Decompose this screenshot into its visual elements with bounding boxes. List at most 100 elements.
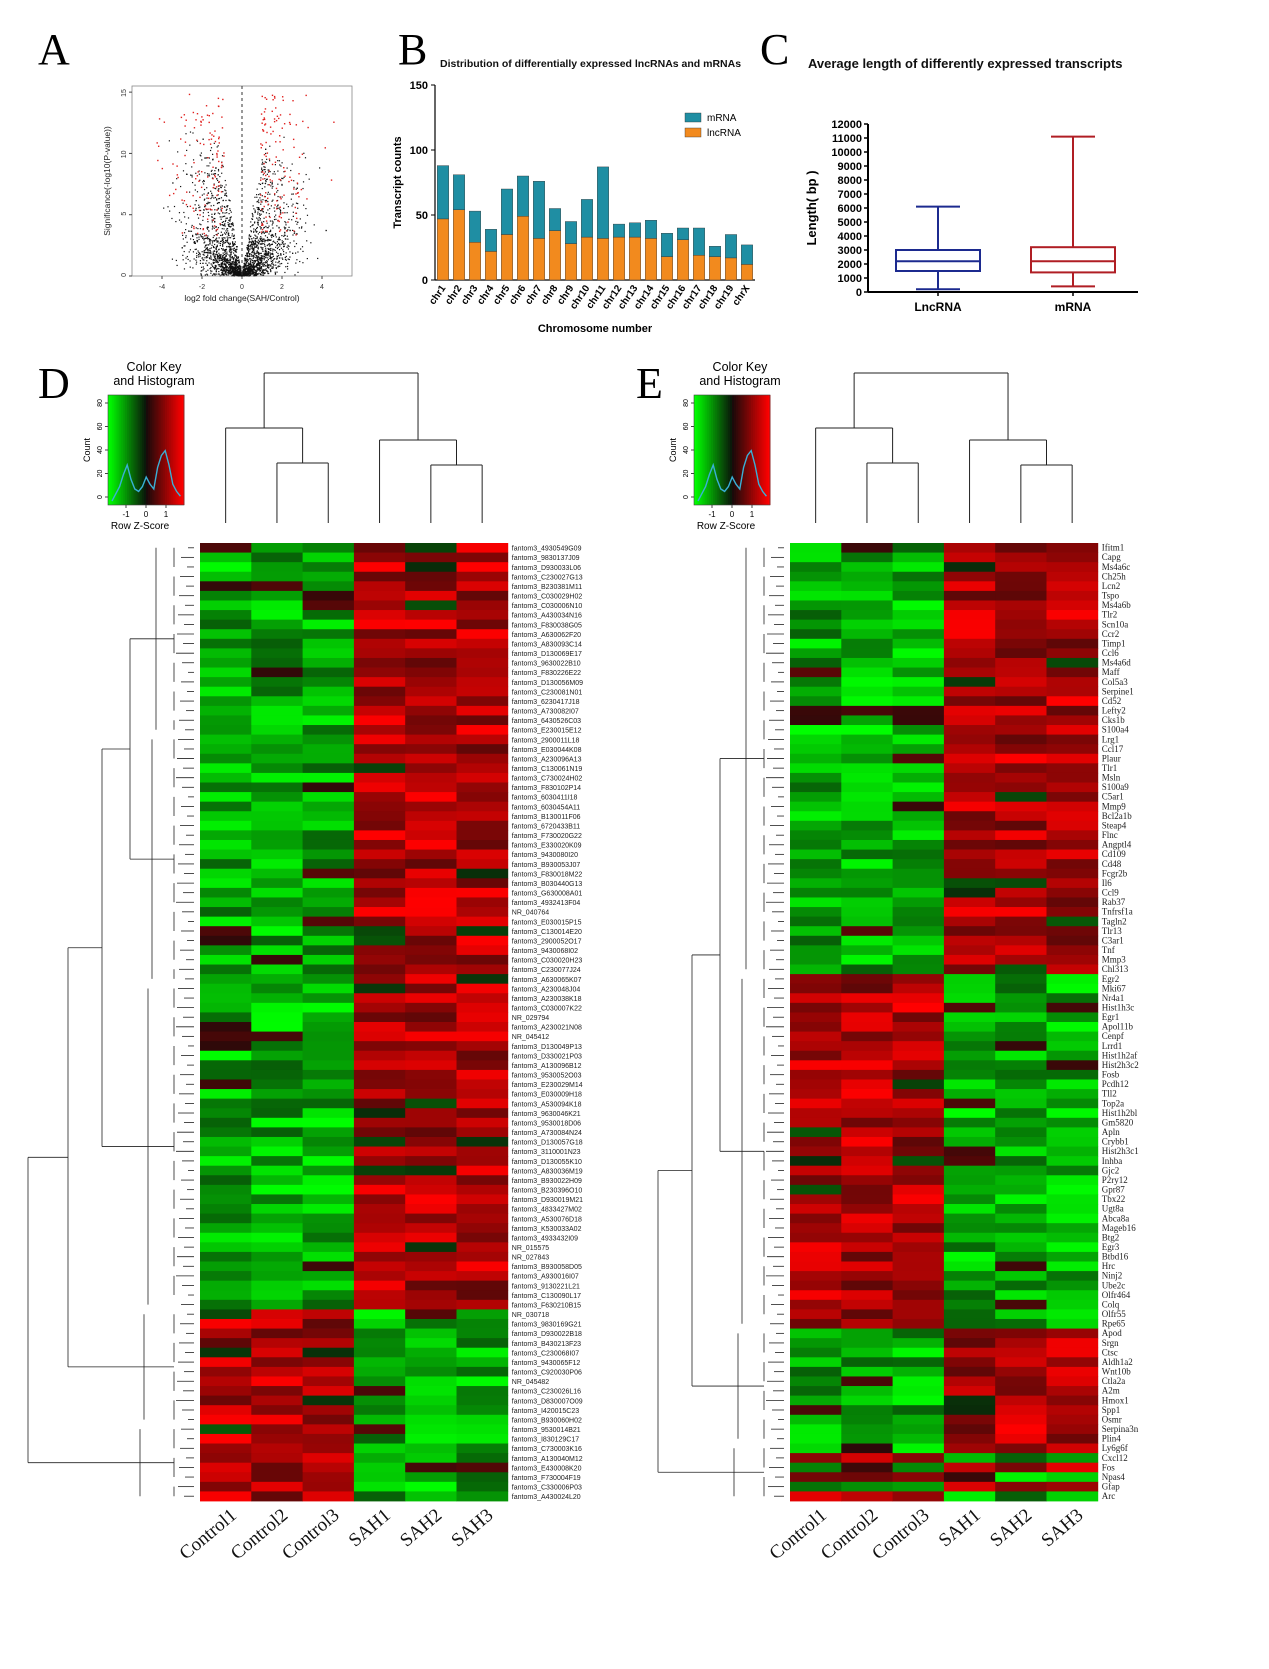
data-point — [260, 254, 262, 257]
heatmap-cell — [200, 1165, 252, 1176]
heatmap-cell — [841, 1395, 893, 1406]
data-point — [287, 262, 289, 264]
key-y-tick-label: 60 — [683, 423, 690, 431]
data-point — [215, 258, 217, 260]
data-point — [189, 249, 192, 251]
data-point — [182, 238, 184, 240]
significant-point — [202, 228, 204, 231]
data-point — [310, 242, 312, 244]
data-point — [182, 170, 185, 172]
data-point — [207, 238, 209, 240]
data-point — [265, 251, 268, 253]
data-point — [207, 252, 209, 254]
color-key-band — [722, 395, 725, 505]
data-point — [257, 269, 259, 271]
row-label: fantom3_9130221L21 — [512, 1283, 580, 1290]
data-point — [270, 257, 272, 259]
row-label: Steap4 — [1102, 820, 1127, 830]
row-label: Ninj2 — [1102, 1271, 1123, 1281]
data-point — [283, 176, 285, 178]
significant-point — [274, 204, 276, 206]
heatmap-cell — [456, 1318, 509, 1329]
significant-point — [221, 127, 224, 129]
data-point — [221, 258, 223, 260]
data-point — [275, 267, 277, 269]
data-point — [205, 262, 207, 264]
heatmap-cell — [353, 1366, 406, 1377]
heatmap-cell — [995, 1031, 1047, 1042]
data-point — [249, 235, 252, 238]
heatmap-cell — [200, 897, 252, 908]
heatmap-cell — [302, 1290, 355, 1301]
heatmap-cell — [405, 1223, 457, 1234]
key-x-tick-label: 1 — [750, 510, 755, 519]
data-point — [299, 248, 302, 250]
data-point — [245, 259, 248, 261]
data-point — [200, 274, 203, 276]
data-point — [269, 160, 271, 162]
heatmap-cell — [251, 1280, 303, 1291]
data-point — [214, 196, 217, 199]
data-point — [220, 208, 222, 210]
row-label: Rab37 — [1102, 897, 1126, 907]
data-point — [235, 260, 237, 262]
data-point — [296, 233, 298, 235]
data-point — [198, 173, 200, 175]
heatmap-cell — [790, 571, 842, 582]
data-point — [224, 271, 226, 273]
data-point — [254, 221, 256, 223]
data-point — [266, 253, 268, 255]
heatmap-cell — [790, 1175, 842, 1186]
data-point — [291, 219, 293, 221]
color-key-band — [714, 395, 718, 505]
significant-point — [205, 105, 208, 107]
data-point — [269, 268, 271, 270]
data-point — [247, 258, 249, 260]
heatmap-cell — [200, 1366, 252, 1377]
data-point — [208, 230, 210, 232]
data-point — [216, 273, 218, 275]
heatmap-cell — [995, 1433, 1047, 1444]
row-label: fantom3_B230381M11 — [512, 584, 582, 591]
data-point — [229, 242, 231, 244]
row-label: fantom3_D330021P03 — [512, 1053, 582, 1060]
data-point — [215, 250, 217, 252]
heatmap-cell — [995, 657, 1047, 668]
data-point — [272, 263, 274, 265]
significant-point — [260, 113, 263, 115]
significant-point — [265, 201, 267, 203]
heatmap-cell — [1046, 1117, 1099, 1128]
color-key-band — [728, 395, 731, 505]
data-point — [219, 256, 221, 259]
heatmap-cell — [892, 1386, 945, 1397]
data-point — [230, 256, 232, 258]
significant-point — [206, 218, 209, 220]
row-label: C3ar1 — [1102, 935, 1124, 945]
data-point — [223, 258, 225, 261]
heatmap-cell — [405, 820, 457, 831]
key-y-tick-label: 20 — [683, 470, 690, 478]
data-point — [229, 243, 231, 245]
row-label: Flnc — [1102, 830, 1118, 840]
heatmap-cell — [405, 590, 457, 601]
data-point — [234, 270, 237, 272]
data-point — [225, 267, 227, 269]
row-label: Gpr87 — [1102, 1185, 1125, 1195]
heatmap-cell — [995, 1223, 1047, 1234]
heatmap-cell — [405, 954, 457, 965]
heatmap-cell — [200, 907, 252, 918]
data-point — [250, 262, 252, 264]
data-point — [288, 245, 290, 248]
heatmap-cell — [251, 1481, 303, 1492]
data-point — [276, 225, 278, 227]
data-point — [207, 235, 209, 237]
data-point — [203, 259, 205, 261]
data-point — [250, 269, 252, 271]
row-label: Mmp3 — [1102, 955, 1127, 965]
heatmap-cell — [892, 1481, 945, 1492]
data-point — [214, 254, 216, 256]
row-label: Hist1h2af — [1102, 1050, 1138, 1060]
row-label: NR_030718 — [512, 1312, 549, 1319]
heatmap-cell — [841, 839, 893, 850]
